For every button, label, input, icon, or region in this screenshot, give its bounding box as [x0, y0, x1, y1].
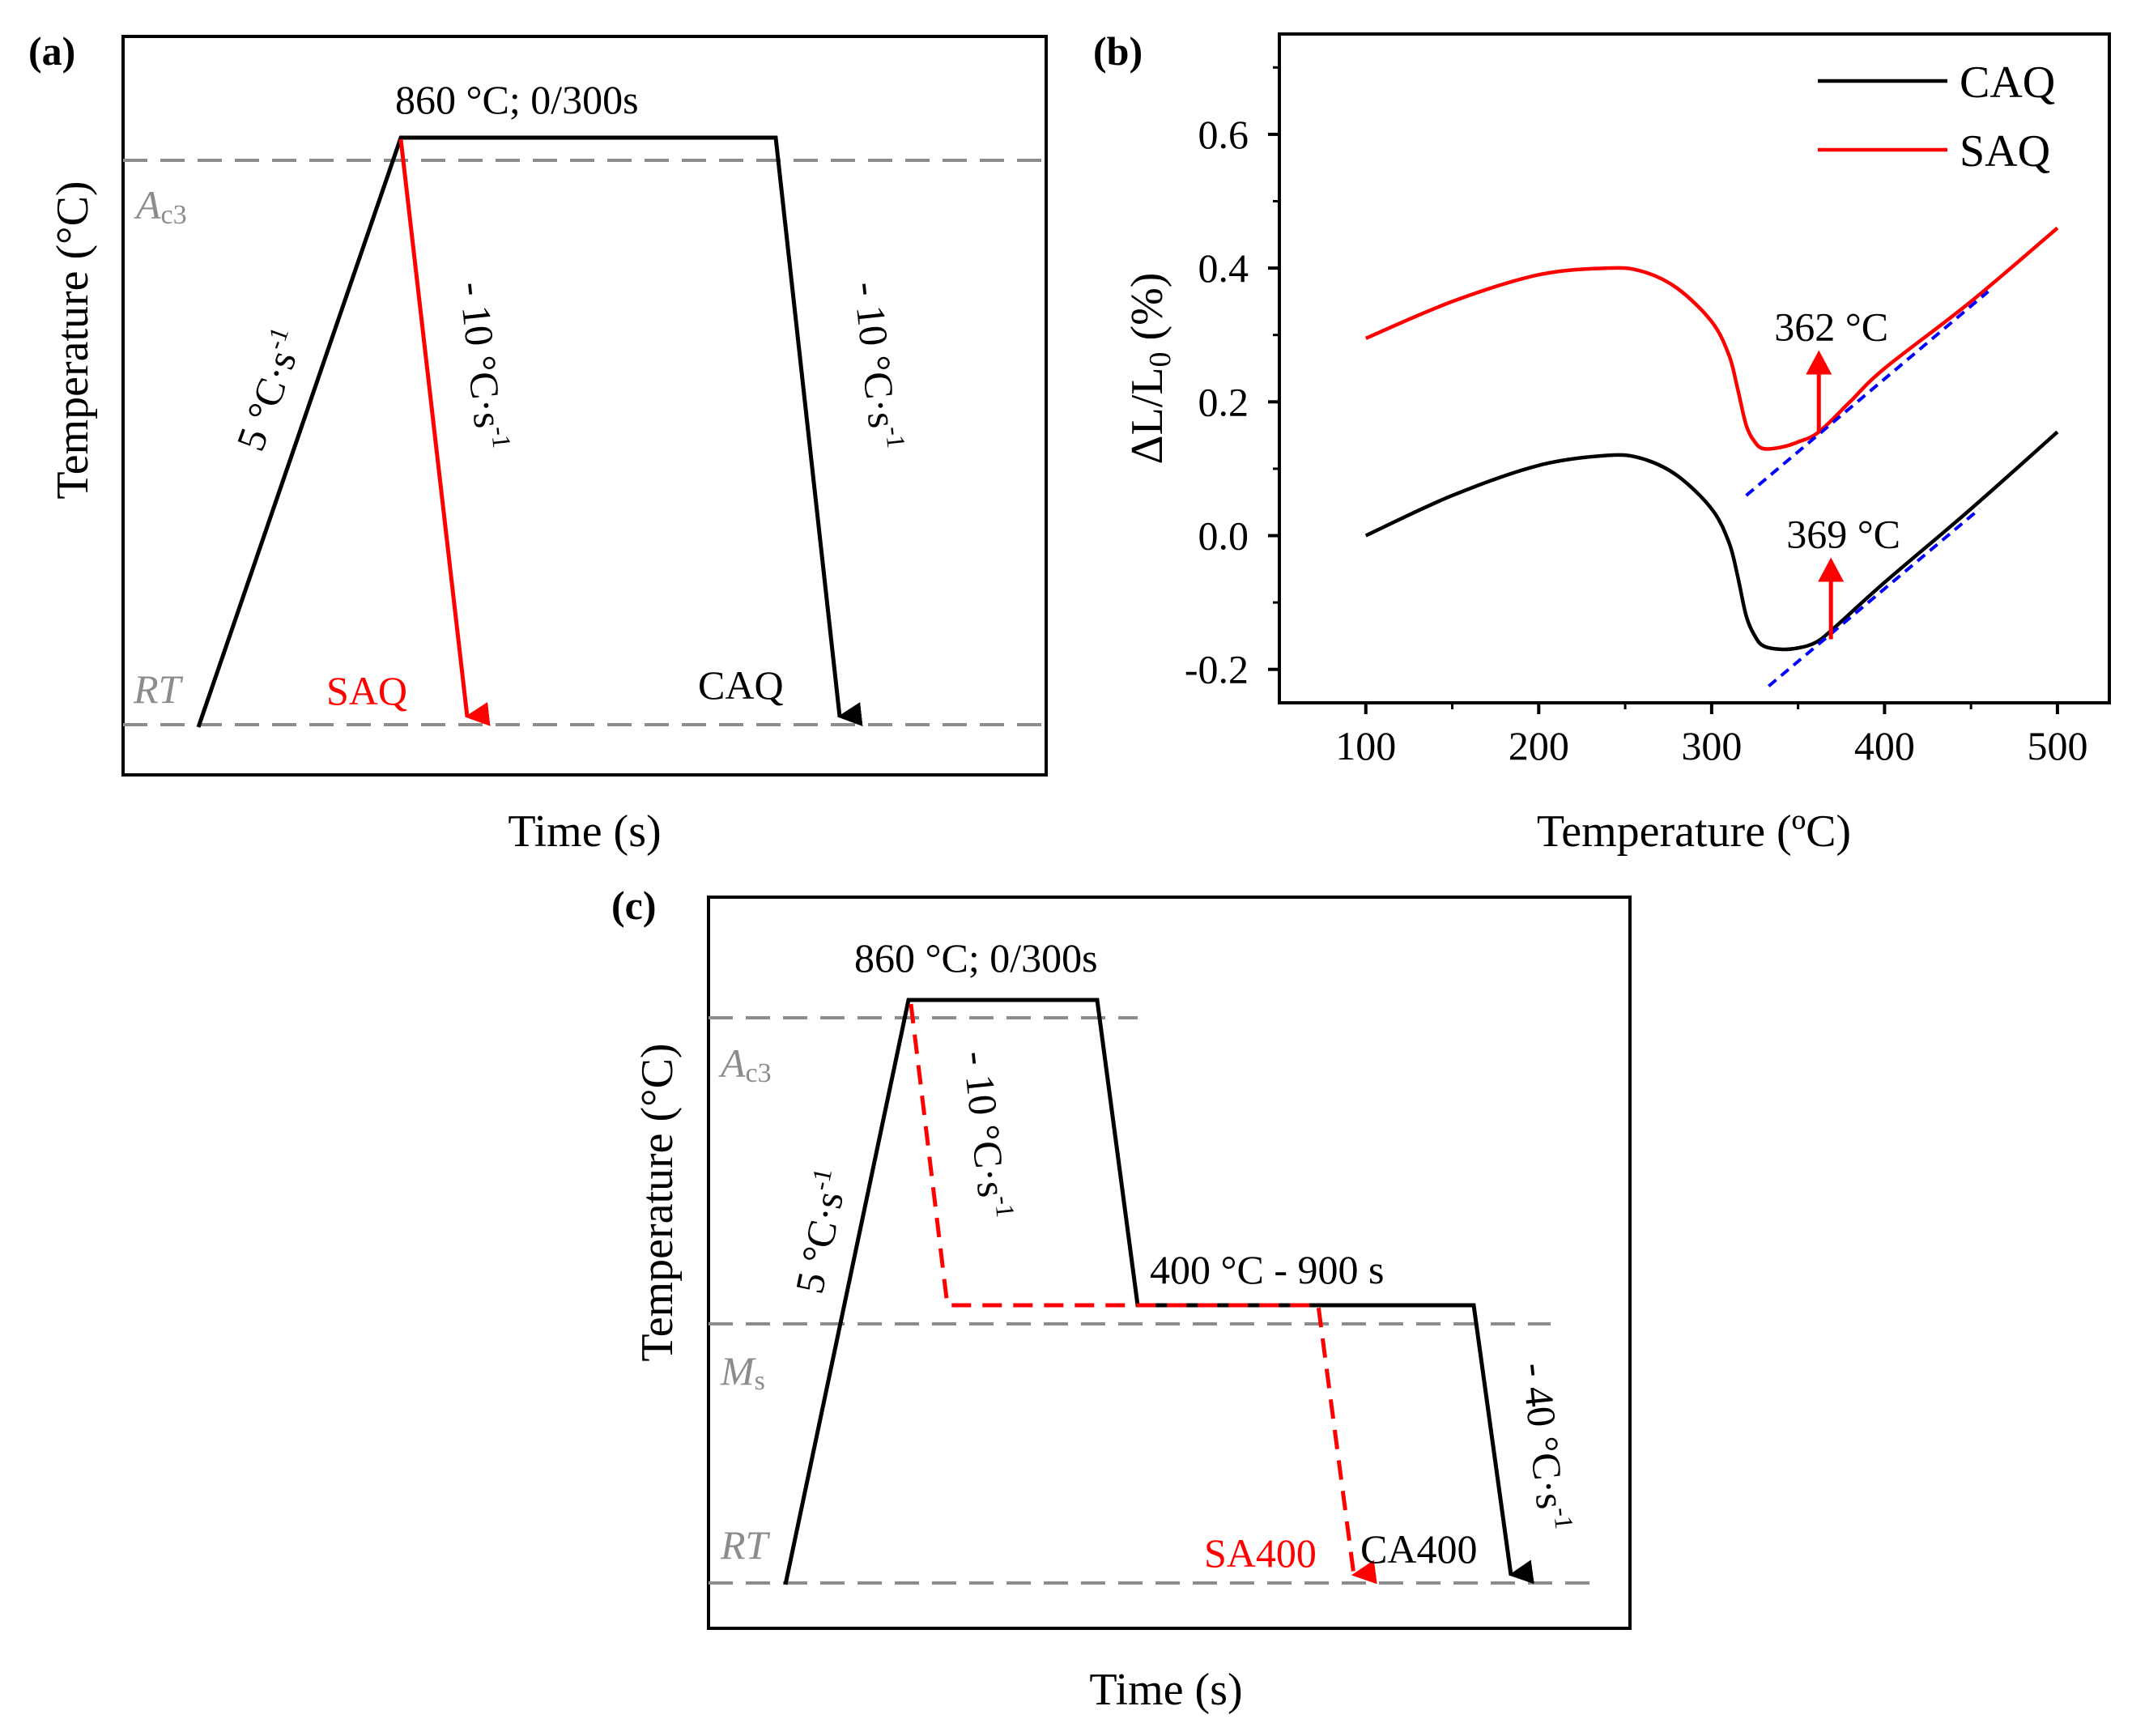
- panel-c-heat-rate: 5 °C·s-1: [783, 1166, 857, 1298]
- panel-c-ms-label: Ms: [720, 1348, 765, 1396]
- panel-b-x-ticks: 100 200 300 400 500: [1335, 703, 2087, 768]
- panel-a-cool-red-rate: - 10 °C·s-1: [451, 279, 517, 452]
- panel-a-rt-label: RT: [133, 666, 184, 712]
- x-tick-label: 400: [1854, 723, 1915, 768]
- panel-b: (b) 100 200 300 400 500 -0.2 0.0 0.2 0.4 0.6 362…: [1093, 28, 2111, 857]
- x-tick-label: 300: [1681, 723, 1742, 768]
- panel-b-letter: (b): [1093, 28, 1143, 74]
- panel-b-y-ticks: -0.2 0.0 0.2 0.4 0.6: [1185, 66, 1279, 692]
- tangent-line: [1745, 290, 1989, 497]
- panel-b-frame: [1278, 32, 2111, 704]
- panel-c-frame: [707, 896, 1632, 1630]
- panel-b-series: [1364, 226, 2059, 652]
- panel-c-iso-label: 400 °C - 900 s: [1150, 1247, 1384, 1292]
- panel-c-rt-label: RT: [720, 1522, 771, 1568]
- panel-a-hold-label: 860 °C; 0/300s: [395, 77, 639, 122]
- panel-b-ylabel: ΔL/L0 (%): [1122, 273, 1177, 465]
- panel-a-ac3-label: Ac3: [134, 182, 187, 230]
- panel-c-ac3-label: Ac3: [718, 1040, 772, 1088]
- panel-a: (a) Ac3 RT 860 °C; 0/300s 5 °C·s-1 - 10 …: [28, 28, 1048, 857]
- panel-c-sa400-label: SA400: [1204, 1530, 1317, 1576]
- series-caq-line: [1364, 430, 2059, 652]
- legend-label-caq: CAQ: [1960, 57, 2055, 108]
- y-tick-label: -0.2: [1185, 647, 1249, 692]
- panel-c-cool-red-rate: - 10 °C·s-1: [955, 1049, 1020, 1221]
- series-saq-line: [1364, 226, 2059, 451]
- panel-a-letter: (a): [28, 28, 75, 74]
- panel-c-hold-label: 860 °C; 0/300s: [854, 935, 1098, 981]
- panel-c: (c) Ac3 Ms RT 860 °C; 0/300s 400 °C - 90…: [611, 883, 1632, 1715]
- panel-b-xlabel: Temperature (ºC): [1537, 806, 1851, 857]
- annotation-label: 369 °C: [1786, 512, 1900, 557]
- tangent-line: [1768, 507, 1981, 687]
- y-tick-label: 0.6: [1198, 112, 1249, 157]
- panel-a-caq-label: CAQ: [698, 662, 784, 708]
- panel-a-saq-path: [398, 138, 491, 726]
- panel-c-ylabel: Temperature (°C): [632, 1043, 683, 1361]
- x-tick-label: 100: [1335, 723, 1396, 768]
- panel-a-frame: [121, 35, 1048, 777]
- annotation-label: 362 °C: [1774, 304, 1888, 349]
- panel-a-cool-black-rate: - 10 °C·s-1: [845, 279, 911, 452]
- panel-a-ylabel: Temperature (°C): [48, 181, 98, 499]
- panel-b-tangent-lines: [1745, 290, 1989, 687]
- panel-c-xlabel: Time (s): [1089, 1665, 1242, 1715]
- panel-c-ca400-path: [783, 998, 1534, 1585]
- panel-c-letter: (c): [611, 883, 657, 928]
- panel-c-sa400-path: [909, 1003, 1377, 1585]
- legend-label-saq: SAQ: [1960, 126, 2050, 177]
- panel-b-annotations: 362 °C 369 °C: [1774, 304, 1900, 640]
- y-tick-label: 0.4: [1198, 245, 1249, 291]
- y-tick-label: 0.2: [1198, 379, 1249, 424]
- panel-a-caq-path: [196, 135, 863, 728]
- annotation-arrowhead: [1806, 350, 1832, 375]
- panel-b-legend: CAQ SAQ: [1818, 57, 2055, 177]
- panel-c-cool-final-rate: - 40 °C·s-1: [1513, 1360, 1579, 1533]
- panel-c-ca400-label: CA400: [1360, 1526, 1477, 1572]
- x-tick-label: 500: [2027, 723, 2087, 768]
- annotation-arrowhead: [1818, 557, 1845, 582]
- panel-a-saq-label: SAQ: [326, 668, 407, 713]
- panel-a-xlabel: Time (s): [508, 806, 661, 857]
- y-tick-label: 0.0: [1198, 513, 1249, 559]
- x-tick-label: 200: [1509, 723, 1569, 768]
